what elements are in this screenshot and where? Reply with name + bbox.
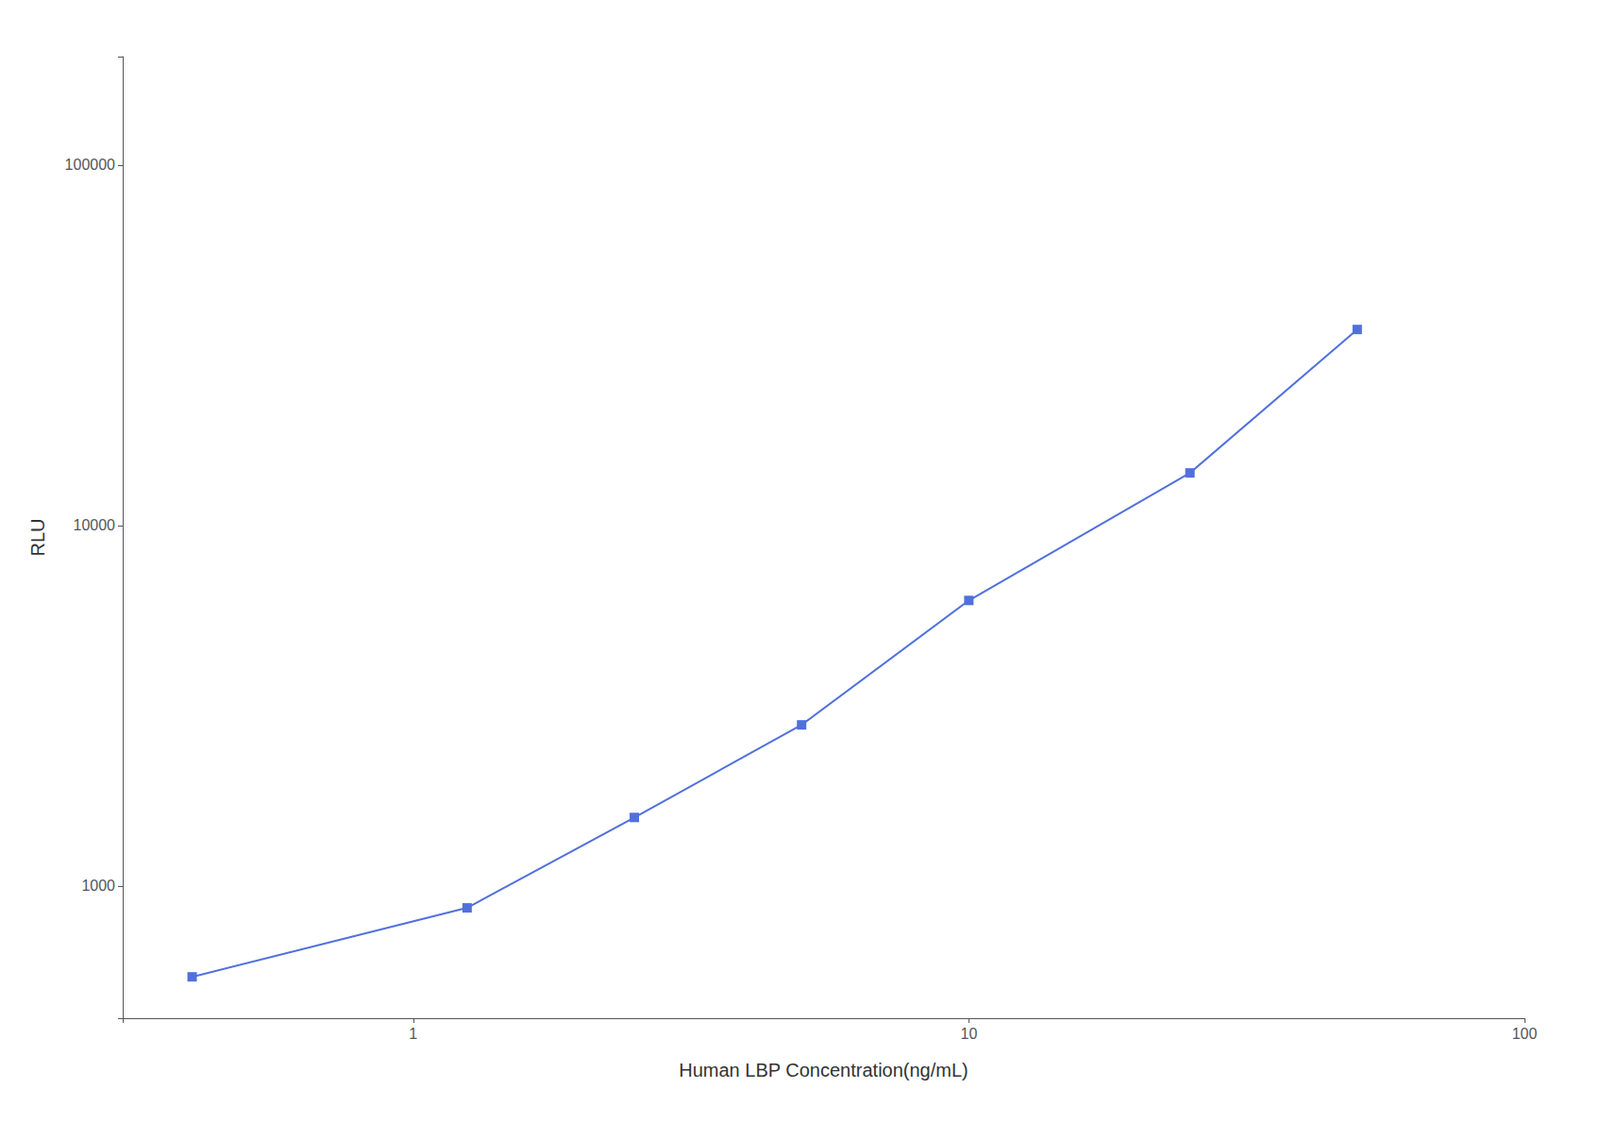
svg-text:10: 10 <box>960 1026 977 1043</box>
svg-text:10000: 10000 <box>73 517 117 534</box>
svg-text:Human LBP Concentration(ng/mL): Human LBP Concentration(ng/mL) <box>678 1060 968 1081</box>
svg-text:100000: 100000 <box>65 156 116 173</box>
svg-text:1: 1 <box>408 1026 418 1043</box>
svg-text:100: 100 <box>1512 1026 1538 1043</box>
svg-text:1000: 1000 <box>81 877 116 894</box>
svg-text:RLU: RLU <box>27 518 49 556</box>
